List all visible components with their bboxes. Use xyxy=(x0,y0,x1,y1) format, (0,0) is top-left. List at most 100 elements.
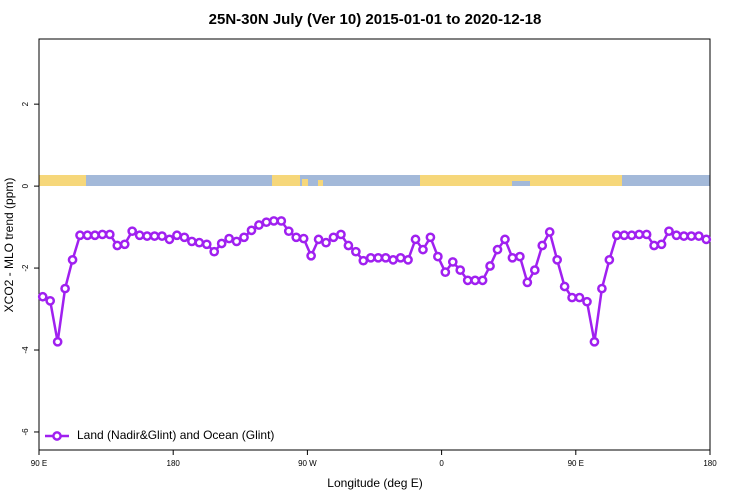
data-point xyxy=(433,251,443,262)
data-point xyxy=(45,295,56,306)
data-point xyxy=(164,234,175,245)
data-point xyxy=(358,255,369,266)
data-point xyxy=(254,220,264,230)
data-point xyxy=(388,255,398,265)
data-point xyxy=(537,240,548,251)
data-point xyxy=(328,232,339,243)
y-tick-label: -4 xyxy=(21,346,30,354)
y-axis-label: XCO2 - MLO trend (ppm) xyxy=(2,178,16,313)
x-tick-label: 180 xyxy=(703,459,717,468)
data-point xyxy=(351,246,361,257)
data-point xyxy=(597,283,607,294)
data-point xyxy=(298,233,309,244)
data-point xyxy=(515,251,525,262)
data-point xyxy=(455,265,466,275)
data-point xyxy=(246,225,257,236)
data-point xyxy=(194,237,205,248)
data-point xyxy=(567,292,577,303)
data-point xyxy=(649,240,659,251)
data-point xyxy=(172,230,182,241)
data-point xyxy=(403,255,413,265)
data-point xyxy=(119,239,130,250)
data-point xyxy=(641,229,652,240)
x-tick-label: 180 xyxy=(167,459,181,468)
data-point xyxy=(186,236,197,247)
data-point xyxy=(440,267,451,278)
data-point xyxy=(261,217,272,228)
data-point xyxy=(664,226,674,237)
data-point xyxy=(52,336,63,347)
data-point xyxy=(522,277,533,288)
data-point xyxy=(373,252,384,263)
data-point xyxy=(492,244,503,255)
data-point xyxy=(313,234,324,245)
data-point xyxy=(97,229,108,240)
data-point xyxy=(395,252,406,263)
data-point xyxy=(701,234,712,245)
data-point xyxy=(500,234,510,245)
legend-marker xyxy=(52,431,62,441)
data-point xyxy=(75,230,85,241)
data-point xyxy=(365,252,376,263)
data-point xyxy=(224,233,234,244)
data-point xyxy=(179,232,190,243)
data-point xyxy=(134,230,145,241)
y-tick-label: 0 xyxy=(21,183,30,188)
data-point xyxy=(470,275,480,286)
data-point xyxy=(380,252,391,263)
data-point xyxy=(679,231,689,241)
data-point xyxy=(276,216,287,226)
y-tick-label: 2 xyxy=(21,101,30,106)
x-tick-label: 0 xyxy=(439,459,444,468)
data-point xyxy=(231,236,242,247)
data-point xyxy=(626,230,637,241)
data-point xyxy=(90,230,100,241)
x-tick-label: 90 E xyxy=(568,459,584,468)
data-point xyxy=(462,275,473,286)
data-point xyxy=(634,229,645,240)
data-point xyxy=(67,255,78,265)
data-point xyxy=(104,229,115,240)
data-point xyxy=(336,229,346,240)
x-tick-label: 90 W xyxy=(298,459,317,468)
x-axis-label: Longitude (deg E) xyxy=(327,476,422,490)
data-point xyxy=(418,244,428,255)
data-point xyxy=(239,232,249,243)
data-point xyxy=(582,296,592,307)
x-tick-label: 90 E xyxy=(31,459,47,468)
data-point xyxy=(149,231,160,241)
data-point xyxy=(127,226,138,237)
data-point xyxy=(559,281,570,292)
chart-title: 25N-30N July (Ver 10) 2015-01-01 to 2020… xyxy=(209,11,542,28)
plot-frame xyxy=(38,38,711,451)
data-point xyxy=(425,232,436,243)
data-point xyxy=(209,246,220,257)
data-point xyxy=(201,239,212,250)
data-point xyxy=(485,261,495,271)
data-point xyxy=(619,230,630,241)
data-point xyxy=(507,252,518,263)
data-point xyxy=(604,255,615,265)
data-point xyxy=(37,291,48,302)
data-point xyxy=(589,336,600,347)
data-point xyxy=(142,231,152,241)
data-point xyxy=(671,230,682,241)
data-point xyxy=(306,250,316,261)
data-point xyxy=(552,255,563,265)
data-point xyxy=(60,283,70,294)
data-point xyxy=(291,232,302,243)
data-point xyxy=(447,257,458,267)
y-tick-label: -2 xyxy=(21,264,30,272)
data-point xyxy=(656,239,667,250)
data-point xyxy=(529,265,540,275)
data-point xyxy=(112,240,123,251)
data-point xyxy=(157,231,167,241)
data-point xyxy=(477,275,488,286)
data-point xyxy=(544,227,555,237)
data-point xyxy=(216,238,227,249)
data-point xyxy=(410,234,421,245)
data-point xyxy=(686,231,697,241)
data-point xyxy=(693,231,704,241)
data-point xyxy=(321,237,331,248)
